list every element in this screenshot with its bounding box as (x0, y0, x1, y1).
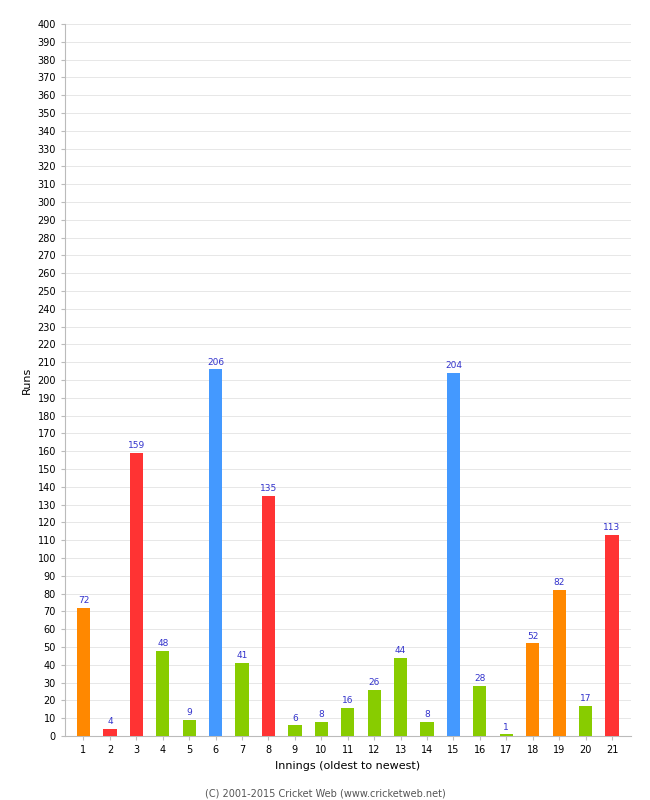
Bar (209, 370, 222, 736)
Text: 204: 204 (445, 362, 462, 370)
Bar (579, 706, 592, 736)
Bar (235, 663, 249, 736)
Bar (341, 707, 354, 736)
Text: (C) 2001-2015 Cricket Web (www.cricketweb.net): (C) 2001-2015 Cricket Web (www.cricketwe… (205, 788, 445, 798)
Text: 28: 28 (474, 674, 486, 683)
Bar (77, 608, 90, 736)
Bar (552, 590, 566, 736)
Text: 9: 9 (187, 708, 192, 718)
Y-axis label: Runs: Runs (22, 366, 32, 394)
Bar (103, 729, 116, 736)
Text: 135: 135 (260, 484, 277, 493)
Bar (526, 643, 540, 736)
Text: 44: 44 (395, 646, 406, 655)
Text: 159: 159 (127, 442, 145, 450)
Text: 6: 6 (292, 714, 298, 722)
Bar (605, 535, 619, 736)
Text: 48: 48 (157, 639, 168, 648)
Text: 16: 16 (342, 696, 354, 705)
Bar (156, 650, 170, 736)
Text: 26: 26 (369, 678, 380, 687)
Bar (262, 496, 275, 736)
Text: 8: 8 (318, 710, 324, 719)
Text: 41: 41 (237, 651, 248, 660)
Text: 52: 52 (527, 632, 538, 641)
Text: 8: 8 (424, 710, 430, 719)
Bar (421, 722, 434, 736)
Bar (394, 658, 407, 736)
X-axis label: Innings (oldest to newest): Innings (oldest to newest) (275, 761, 421, 770)
Bar (500, 734, 513, 736)
Text: 17: 17 (580, 694, 592, 703)
Text: 4: 4 (107, 718, 112, 726)
Bar (130, 453, 143, 736)
Bar (473, 686, 486, 736)
Bar (289, 726, 302, 736)
Text: 1: 1 (504, 722, 509, 731)
Bar (447, 373, 460, 736)
Bar (183, 720, 196, 736)
Text: 206: 206 (207, 358, 224, 366)
Text: 113: 113 (603, 523, 621, 532)
Bar (315, 722, 328, 736)
Text: 82: 82 (553, 578, 565, 587)
Text: 72: 72 (78, 596, 89, 605)
Bar (367, 690, 381, 736)
